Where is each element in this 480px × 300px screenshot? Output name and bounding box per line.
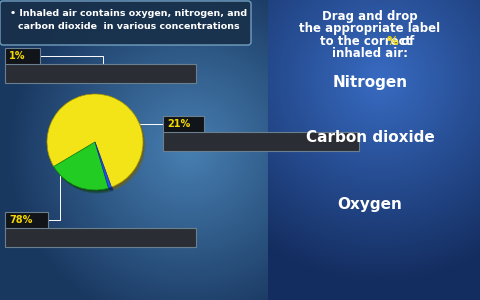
- Text: the appropriate label: the appropriate label: [300, 22, 441, 35]
- Text: Oxygen: Oxygen: [337, 197, 402, 212]
- Text: to the correct: to the correct: [320, 35, 415, 48]
- Text: 1%: 1%: [9, 51, 25, 61]
- Wedge shape: [55, 144, 110, 192]
- FancyBboxPatch shape: [163, 131, 359, 151]
- Wedge shape: [95, 142, 111, 188]
- Text: %: %: [387, 35, 399, 48]
- Wedge shape: [96, 143, 112, 189]
- Wedge shape: [55, 144, 110, 192]
- Wedge shape: [49, 98, 145, 191]
- FancyBboxPatch shape: [4, 47, 39, 64]
- FancyBboxPatch shape: [4, 227, 195, 247]
- Wedge shape: [97, 145, 113, 191]
- Wedge shape: [56, 146, 111, 194]
- Wedge shape: [47, 94, 143, 187]
- Wedge shape: [54, 142, 109, 190]
- Wedge shape: [48, 96, 144, 190]
- Text: • Inhaled air contains oxygen, nitrogen, and: • Inhaled air contains oxygen, nitrogen,…: [10, 9, 247, 18]
- Wedge shape: [96, 144, 113, 190]
- Wedge shape: [48, 96, 144, 189]
- FancyBboxPatch shape: [4, 212, 48, 229]
- Wedge shape: [48, 95, 144, 188]
- Wedge shape: [49, 97, 145, 190]
- Wedge shape: [48, 94, 144, 188]
- Wedge shape: [54, 142, 108, 190]
- Text: 21%: 21%: [167, 119, 190, 129]
- FancyBboxPatch shape: [0, 1, 251, 45]
- Wedge shape: [55, 143, 109, 191]
- Text: 78%: 78%: [9, 215, 32, 225]
- Text: Carbon dioxide: Carbon dioxide: [306, 130, 434, 145]
- Text: carbon dioxide  in various concentrations: carbon dioxide in various concentrations: [18, 22, 240, 31]
- FancyBboxPatch shape: [163, 116, 204, 133]
- Wedge shape: [96, 144, 113, 190]
- Text: Nitrogen: Nitrogen: [333, 74, 408, 89]
- Wedge shape: [97, 146, 114, 192]
- FancyBboxPatch shape: [4, 64, 195, 83]
- Text: inhaled air:: inhaled air:: [332, 47, 408, 60]
- Wedge shape: [96, 142, 112, 189]
- Text: Drag and drop: Drag and drop: [322, 10, 418, 23]
- Wedge shape: [56, 145, 110, 193]
- Text: of: of: [397, 35, 414, 48]
